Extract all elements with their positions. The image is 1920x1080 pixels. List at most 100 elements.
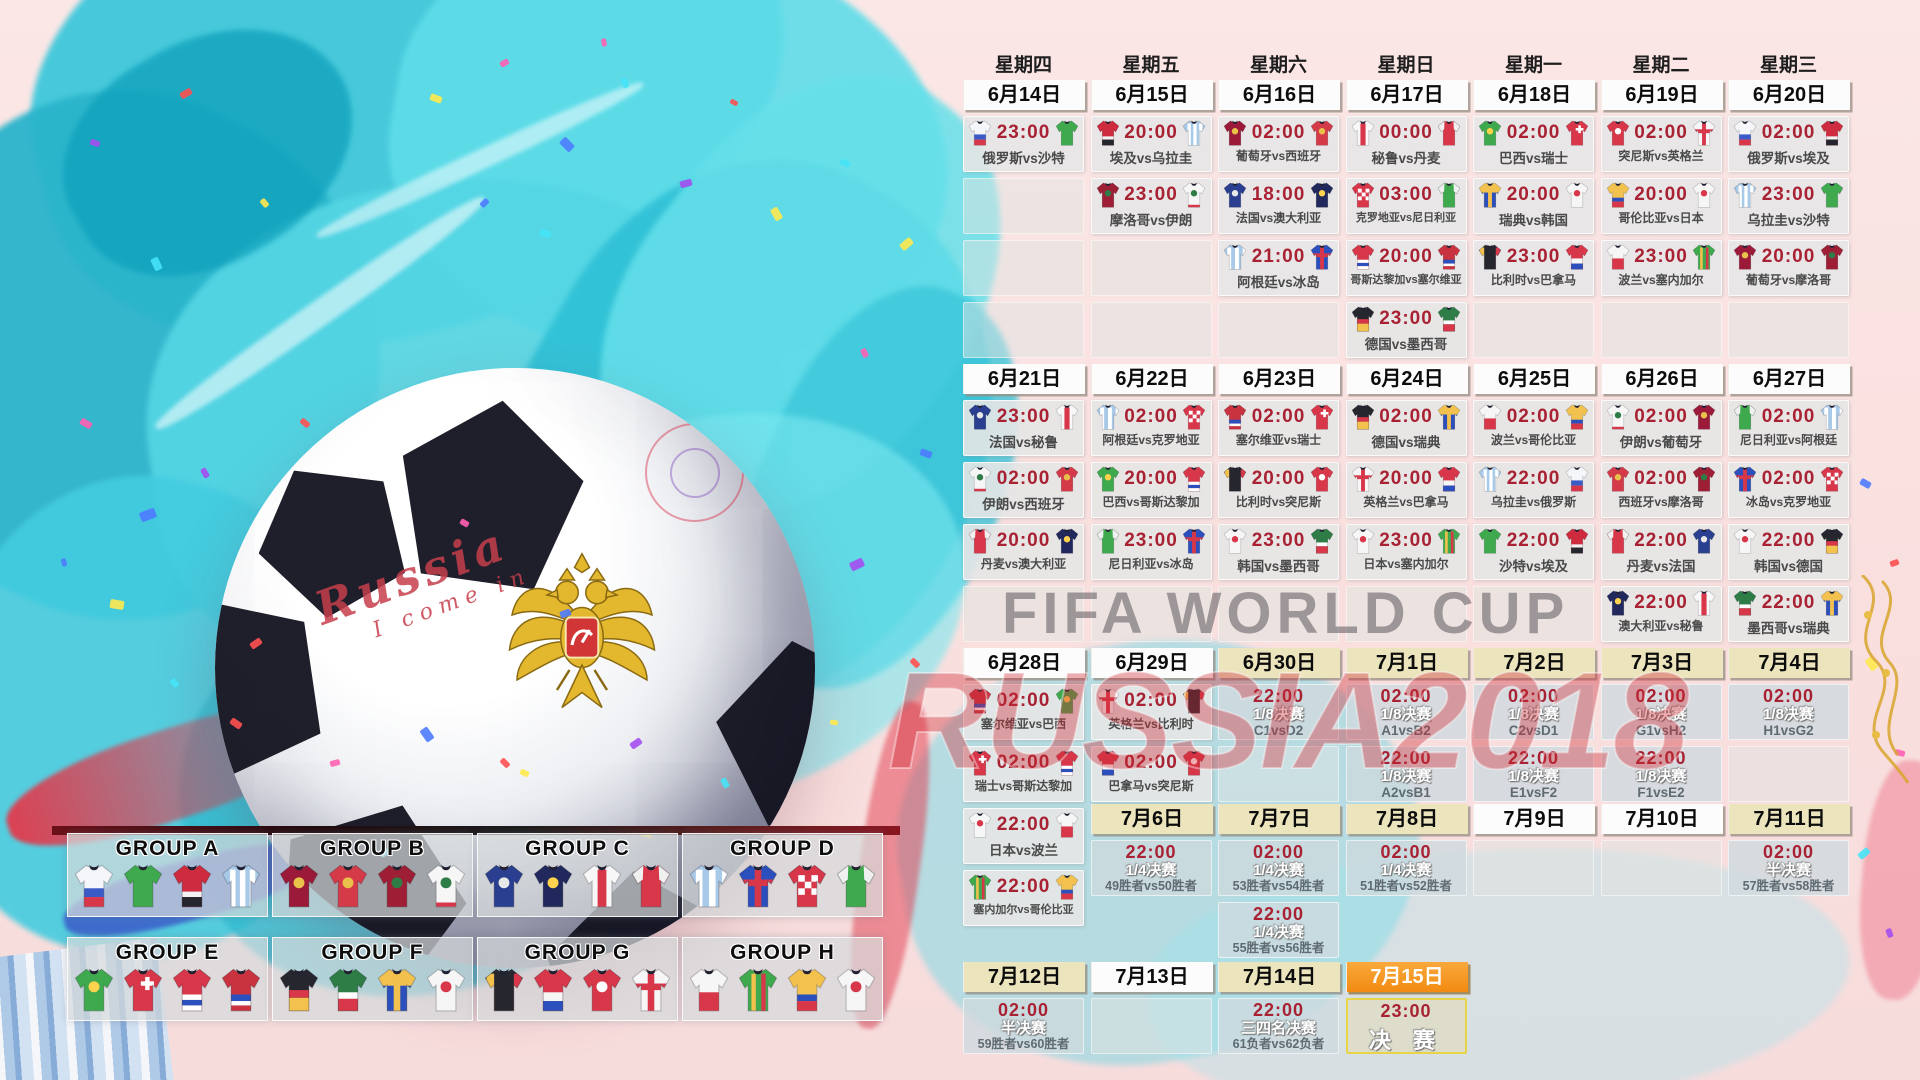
match-cell: 22:00 日本vs波兰 — [963, 808, 1084, 864]
jersey-icon-russia — [74, 864, 114, 908]
empty-cell — [1090, 998, 1212, 1054]
date-header: 6月28日 — [963, 648, 1085, 678]
match-time: 02:00 — [1124, 689, 1178, 711]
jersey-icon-nigeria — [1733, 404, 1757, 430]
match-time: 23:00 — [1506, 245, 1561, 267]
jersey-icon-southkorea — [426, 968, 466, 1012]
knockout-cell: 02:00 半决赛 57胜者vs58胜者 — [1728, 840, 1849, 896]
date-header: 6月30日 — [1218, 648, 1340, 678]
date-header: 6月19日 — [1600, 80, 1723, 110]
match-cell: 02:00 塞尔维亚vs瑞士 — [1218, 400, 1339, 456]
jersey-icon-belgium — [484, 968, 524, 1012]
knockout-teams: A1vsB2 — [1381, 722, 1431, 738]
match-teams: 巴西vs瑞士 — [1498, 151, 1569, 166]
match-time: 22:00 — [1634, 591, 1688, 613]
jersey-icon-spain — [1310, 120, 1334, 146]
group-jerseys — [68, 966, 267, 1012]
group-label: GROUP A — [115, 837, 220, 860]
knockout-teams: C1vsD2 — [1253, 722, 1304, 738]
match-time: 22:00 — [1252, 1000, 1305, 1020]
knockout-cell: 22:00 1/8决赛 A2vsB1 — [1345, 746, 1467, 802]
match-time: 22:00 — [1634, 529, 1688, 551]
jersey-icon-argentina — [1223, 244, 1247, 270]
knockout-teams: 57胜者vs58胜者 — [1742, 878, 1835, 893]
empty-cell — [963, 240, 1084, 296]
match-cell: 02:00 突尼斯vs英格兰 — [1600, 116, 1722, 172]
jersey-icon-senegal — [1693, 244, 1716, 270]
match-cell: 02:00 葡萄牙vs西班牙 — [1218, 116, 1339, 172]
match-teams: 瑞典vs韩国 — [1498, 213, 1569, 228]
match-time: 02:00 — [1762, 842, 1815, 862]
match-time: 22:00 — [1380, 748, 1432, 768]
match-cell: 03:00 克罗地亚vs尼日利亚 — [1345, 178, 1467, 234]
match-cell: 23:00 比利时vs巴拿马 — [1473, 240, 1594, 296]
match-cell: 20:00 巴西vs哥斯达黎加 — [1090, 462, 1212, 518]
match-time: 02:00 — [1380, 686, 1432, 706]
match-time: 02:00 — [1635, 686, 1687, 706]
jersey-icon-serbia — [1223, 404, 1247, 430]
date-header: 6月17日 — [1345, 80, 1468, 110]
date-header: 7月1日 — [1345, 648, 1468, 678]
match-cell: 02:00 瑞士vs哥斯达黎加 — [963, 746, 1084, 802]
knockout-cell: 02:00 1/8决赛 A1vsB2 — [1345, 684, 1467, 740]
match-time: 20:00 — [1634, 183, 1688, 205]
match-teams: 俄罗斯vs沙特 — [982, 151, 1065, 166]
jersey-icon-poland — [689, 968, 729, 1012]
jersey-icon-australia — [1055, 528, 1079, 554]
match-cell: 02:00 西班牙vs摩洛哥 — [1600, 462, 1722, 518]
jersey-icon-denmark — [1438, 120, 1461, 146]
jersey-icon-denmark — [631, 864, 671, 908]
weekday-label: 星期四 — [994, 55, 1052, 76]
knockout-teams: 59胜者vs60胜者 — [977, 1036, 1070, 1051]
date-header: 6月16日 — [1218, 80, 1340, 110]
jersey-icon-iran — [426, 864, 466, 908]
empty-cell — [1728, 302, 1849, 358]
jersey-icon-southkorea — [1223, 528, 1247, 554]
group-label: GROUP D — [730, 837, 835, 860]
match-teams: 比利时vs突尼斯 — [1235, 495, 1322, 509]
match-teams: 英格兰vs比利时 — [1108, 717, 1194, 731]
date-header: 6月29日 — [1090, 648, 1213, 678]
match-time: 22:00 — [1761, 529, 1816, 551]
jersey-icon-spain — [1606, 466, 1629, 492]
match-time: 02:00 — [1761, 405, 1816, 427]
empty-cell — [963, 586, 1084, 642]
stage-label: 1/8决赛 — [1253, 705, 1304, 723]
match-teams: 比利时vs巴拿马 — [1490, 273, 1577, 287]
jersey-icon-iran — [1183, 182, 1206, 208]
date-header: 6月22日 — [1090, 364, 1213, 394]
group-jerseys — [273, 862, 472, 908]
date-header: 6月23日 — [1218, 364, 1340, 394]
match-time: 20:00 — [1124, 467, 1178, 489]
match-row: 22:00 — [1474, 525, 1593, 554]
date-header: 7月7日 — [1218, 804, 1340, 834]
jersey-icon-england — [631, 968, 671, 1012]
date-header: 7月8日 — [1345, 804, 1468, 834]
match-teams: 法国vs澳大利亚 — [1235, 211, 1322, 225]
jersey-icon-japan — [968, 812, 992, 838]
match-time: 20:00 — [1251, 467, 1306, 489]
group-jerseys — [683, 862, 882, 908]
stage-label: 半决赛 — [1765, 861, 1811, 879]
jersey-icon-australia — [533, 864, 573, 908]
match-time: 02:00 — [1507, 686, 1560, 706]
jersey-icon-argentina — [1096, 404, 1119, 430]
empty-cell — [1600, 840, 1722, 896]
match-row: 23:00 — [964, 401, 1083, 430]
jersey-icon-saudi — [123, 864, 163, 908]
date-header: 7月2日 — [1473, 648, 1595, 678]
match-cell: 20:00 葡萄牙vs摩洛哥 — [1728, 240, 1849, 296]
match-time: 02:00 — [1124, 751, 1178, 773]
jersey-icon-portugal — [1223, 120, 1247, 146]
match-cell: 02:00 巴西vs瑞士 — [1473, 116, 1594, 172]
jersey-icon-mexico — [1310, 528, 1334, 554]
final-cell: 23:00 决 赛 — [1345, 998, 1467, 1054]
match-teams: 巴西vs哥斯达黎加 — [1102, 495, 1200, 509]
match-time: 22:00 — [1252, 904, 1305, 924]
empty-cell — [1473, 840, 1594, 896]
jersey-icon-morocco — [1693, 466, 1716, 492]
group-box: GROUP C — [477, 833, 678, 917]
jersey-icon-uruguay — [1478, 466, 1502, 492]
match-time: 22:00 — [1125, 842, 1177, 862]
date-header: 7月9日 — [1473, 804, 1595, 834]
